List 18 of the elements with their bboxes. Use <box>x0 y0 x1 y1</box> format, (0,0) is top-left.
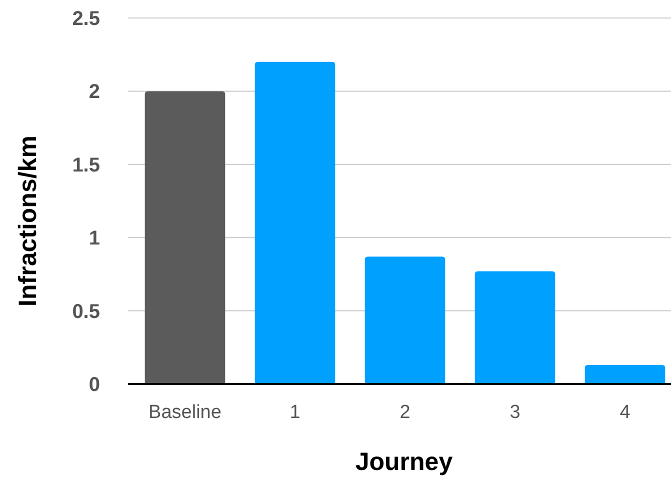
y-tick-label: 0 <box>88 374 100 396</box>
y-tick-label: 2 <box>88 81 100 104</box>
x-tick-label: 2 <box>400 402 410 423</box>
bar <box>364 256 446 384</box>
x-tick-label: 1 <box>290 402 300 423</box>
bar <box>254 62 336 384</box>
y-axis-title: Infractions/km <box>14 136 42 306</box>
x-tick-label: Baseline <box>148 402 222 423</box>
bar <box>474 271 556 384</box>
y-tick-label: 1 <box>88 228 100 250</box>
bar <box>584 364 666 384</box>
x-axis-title: Journey <box>355 448 453 476</box>
x-tick-label: 3 <box>510 402 520 423</box>
x-tick-label: 4 <box>620 402 631 423</box>
bar <box>144 91 226 384</box>
y-tick-label: 2.5 <box>72 8 100 30</box>
y-tick-label: 0.5 <box>72 300 100 323</box>
y-tick-label: 1.5 <box>72 154 100 176</box>
